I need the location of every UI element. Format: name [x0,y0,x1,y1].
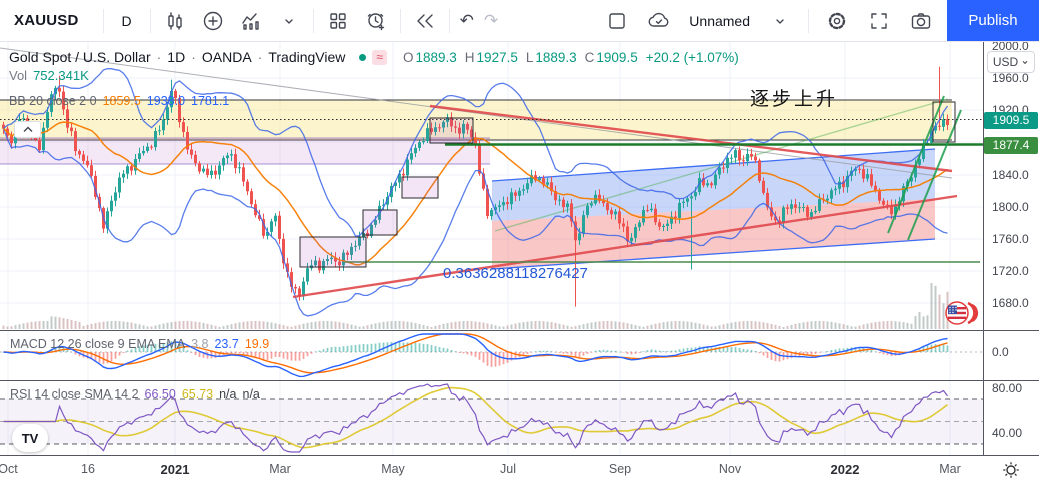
rsi-sma-value: 65.73 [181,387,214,401]
toolbar-divider [312,8,314,33]
tradingview-logo[interactable]: TV [12,424,48,452]
fib-level-label[interactable]: 0.3636288118276427 [443,265,588,282]
legend-interval: 1D [167,49,186,65]
toolbar-divider [808,8,809,33]
volume-value: 752.341K [33,68,89,83]
time-tick-label: Jul [500,462,516,476]
approx-data-badge: ≈ [372,49,387,65]
rsi-value: 66.50 [144,387,176,401]
indicators-icon[interactable] [237,7,265,35]
indicators-chevron-down-icon[interactable] [275,7,303,35]
trend-annotation-text[interactable]: 逐步上升 [750,88,839,110]
price-tick-label: 1960.0 [992,71,1029,85]
time-tick-label: Mar [269,462,291,476]
time-axis-settings-cell [983,456,1039,483]
time-tick-label: Mar [939,462,961,476]
macd-hist-value: 3.8 [191,337,209,351]
time-tick-label: Nov [718,462,742,476]
toolbar-divider [102,8,104,33]
toolbar-divider [399,8,401,33]
time-tick-label: Sep [608,462,632,476]
legend-exchange: OANDA [201,49,252,65]
bb-lower-value: 1781.1 [191,94,230,108]
price-tick-label: 2000.0 [992,39,1029,53]
undo-icon[interactable]: ↶ [459,11,474,30]
bar-replay-icon[interactable] [411,7,439,35]
price-axis[interactable]: USD 2000.0 1960.0 1920.0 1840.0 1800.0 1760.0… [983,39,1039,455]
toolbar-right-group: Unnamed [603,7,1039,35]
indicator-templates-grid-icon[interactable] [324,7,352,35]
macd-legend-row[interactable]: MACD 12 26 close 9 EMA EMA 3.8 23.7 19.9 [10,337,270,351]
legend-title: Gold Spot / U.S. Dollar [9,49,151,65]
price-tick-label: 40.00 [992,426,1023,440]
chevron-down-icon [1022,60,1028,65]
time-axis[interactable]: Oct 16 2021 Mar May Jul Sep Nov 2022 Mar [0,455,983,483]
price-tick-label: 1720.0 [992,264,1029,278]
price-tick-label: 1840.0 [992,168,1029,182]
compare-add-icon[interactable] [199,7,227,35]
volume-legend-row[interactable]: Vol 752.341K [9,68,89,83]
axis-settings-sun-icon[interactable] [1001,460,1021,480]
toolbar-divider [149,8,151,33]
fullscreen-icon[interactable] [865,7,893,35]
macd-line-value: 23.7 [214,337,239,351]
top-toolbar: XAUUSD D [0,0,1039,42]
time-tick-label: 2022 [830,462,860,477]
alert-clock-icon[interactable] [362,7,390,35]
interval-button[interactable]: D [121,12,132,29]
price-tick-label: 80.00 [992,381,1023,395]
price-tick-label: 0.0 [992,345,1009,359]
price-tick-label: 1760.0 [992,232,1029,246]
bb-basis-value: 1859.5 [102,94,141,108]
economic-event-flag-icon[interactable] [934,299,980,332]
layout-chevron-down-icon[interactable] [766,7,794,35]
redo-icon: ↷ [483,11,499,30]
toolbar-divider [448,8,450,33]
low-value: 1889.3 [535,49,577,65]
bollinger-legend-row[interactable]: BB 20 close 2 0 1859.5 1938.0 1781.1 [9,94,230,108]
select-layout-icon[interactable] [603,7,631,35]
chart-type-candles-icon[interactable] [161,7,189,35]
open-value: 1889.3 [415,49,457,65]
change-value: +20.2 (+1.07%) [645,49,739,65]
price-badge: 1877.4 [984,137,1038,154]
macd-signal-value: 19.9 [244,337,270,351]
close-value: 1909.5 [596,49,638,65]
symbol-button[interactable]: XAUUSD [14,12,79,29]
rsi-legend-row[interactable]: RSI 14 close SMA 14 2 66.50 65.73 n/a n/… [10,387,260,401]
legend-provider: TradingView [268,49,346,65]
snapshot-camera-icon[interactable] [907,7,935,35]
price-badge: 1909.5 [984,112,1038,129]
cloud-saved-icon [645,7,673,35]
market-status-dot-icon [359,53,367,61]
ohlc-values: O 1889.3 H 1927.5 L 1889.3 C 1909.5 +20.2 (+… [402,49,739,65]
time-tick-label: 2021 [160,462,190,477]
legend-collapse-button[interactable] [14,121,41,138]
layout-name-button[interactable]: Unnamed [689,12,750,29]
settings-gear-icon[interactable] [823,7,851,35]
price-tick-label: 1680.0 [992,296,1029,310]
bb-upper-value: 1938.0 [146,94,186,108]
toolbar-left-group: XAUUSD D [0,7,498,35]
currency-selector-button[interactable]: USD [987,51,1035,73]
symbol-legend-row[interactable]: Gold Spot / U.S. Dollar · 1D · OANDA · T… [9,49,745,65]
time-tick-label: May [381,462,405,476]
time-tick-label: 16 [81,462,95,476]
high-value: 1927.5 [476,49,518,65]
time-tick-label: Oct [0,462,18,476]
publish-button[interactable]: Publish [947,0,1039,41]
price-tick-label: 1800.0 [992,200,1029,214]
